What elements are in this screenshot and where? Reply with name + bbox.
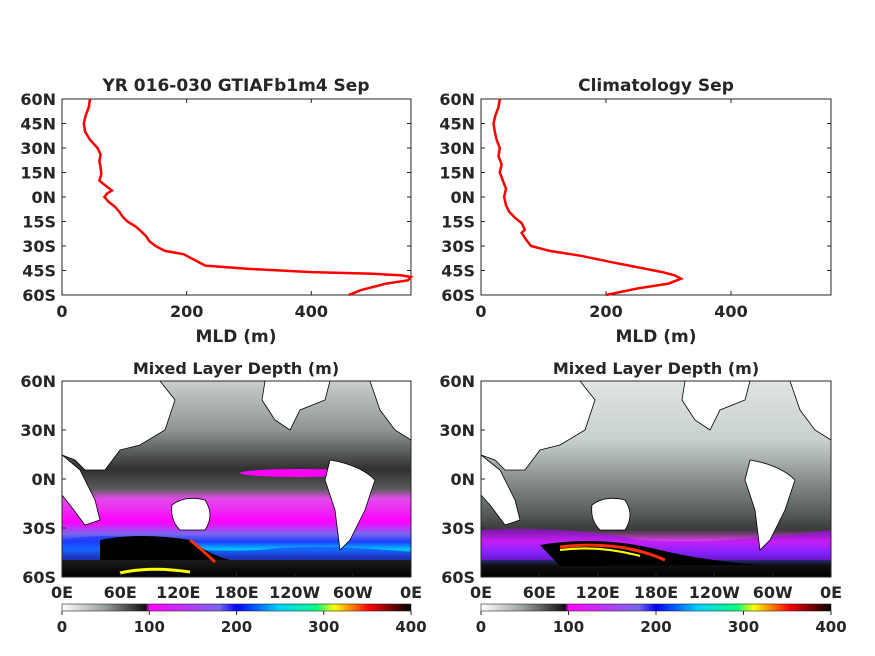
- ytick-label: 60S: [22, 286, 56, 305]
- ytick-label: 60N: [439, 90, 475, 109]
- xtick-label: 0: [475, 302, 486, 321]
- ytick-label: 45S: [441, 262, 475, 281]
- ytick-label: 15S: [22, 213, 56, 232]
- map-1-title: Mixed Layer Depth (m): [133, 359, 339, 378]
- ytick-label: 30N: [439, 139, 475, 158]
- map-xtick-label: 60E: [104, 583, 137, 602]
- ytick-label: 30S: [22, 237, 56, 256]
- colorbar-tick-label: 0: [476, 618, 486, 636]
- map-xtick-label: 180E: [214, 583, 258, 602]
- map-2-title: Mixed Layer Depth (m): [553, 359, 759, 378]
- xtick-label: 400: [295, 302, 328, 321]
- map-ytick-label: 60N: [439, 372, 475, 391]
- colorbar-1: [61, 603, 412, 612]
- map-ytick-label: 60S: [22, 568, 56, 587]
- map-ytick-label: 30S: [22, 519, 56, 538]
- map-xtick-label: 60W: [753, 583, 793, 602]
- map-xtick-label: 120E: [576, 583, 620, 602]
- colorbar-tick-label: 200: [221, 618, 252, 636]
- ytick-label: 45N: [20, 115, 56, 134]
- profile-panel-1: YR 016-030 GTIAFb1m4 Sep 60N 45N 30N 15N 0N 1…: [20, 76, 414, 347]
- xtick-label: 200: [170, 302, 203, 321]
- panel-2-xlabel: MLD (m): [615, 327, 696, 347]
- map-ytick-label: 60N: [20, 372, 56, 391]
- map-xtick-label: 120W: [689, 583, 740, 602]
- ytick-label: 45N: [439, 115, 475, 134]
- ytick-label: 0N: [450, 188, 475, 207]
- ytick-label: 15N: [439, 164, 475, 183]
- map-xtick-label: 0E: [820, 583, 842, 602]
- colorbar-tick-label: 400: [815, 618, 846, 636]
- colorbar-tick-label: 100: [553, 618, 584, 636]
- map-1-land: [61, 380, 412, 551]
- xtick-label: 200: [589, 302, 622, 321]
- panel-1-title: YR 016-030 GTIAFb1m4 Sep: [101, 76, 369, 96]
- colorbar-tick-label: 200: [640, 618, 671, 636]
- panel-2-plot-area: [480, 98, 832, 296]
- map-2-frame: [480, 380, 832, 578]
- map-ytick-label: 30S: [441, 519, 475, 538]
- panel-1-mld-line: [82, 98, 414, 297]
- ytick-label: 30N: [20, 139, 56, 158]
- colorbar-tick-label: 100: [134, 618, 165, 636]
- colorbar-2: [480, 603, 832, 612]
- ytick-label: 45S: [22, 262, 56, 281]
- map-ytick-label: 30N: [439, 421, 475, 440]
- map-2-land: [480, 380, 832, 551]
- map-ytick-label: 0N: [450, 470, 475, 489]
- profile-panel-2: Climatology Sep 60N45N30N15N0N15S30S45S6…: [439, 76, 832, 347]
- ytick-label: 15N: [20, 164, 56, 183]
- colorbar-tick-label: 300: [728, 618, 759, 636]
- map-xtick-label: 120E: [156, 583, 200, 602]
- map-xtick-label: 60E: [523, 583, 556, 602]
- ytick-label: 60S: [441, 286, 475, 305]
- panel-1-plot-area: [61, 98, 412, 296]
- xtick-label: 400: [714, 302, 747, 321]
- ytick-label: 0N: [31, 188, 56, 207]
- colorbar-tick-label: 400: [395, 618, 426, 636]
- panel-2-mld-line: [492, 98, 684, 297]
- map-ytick-label: 30N: [20, 421, 56, 440]
- panel-2-title: Climatology Sep: [578, 76, 734, 96]
- ytick-label: 15S: [441, 213, 475, 232]
- map-xtick-label: 0E: [51, 583, 73, 602]
- map-xtick-label: 0E: [400, 583, 422, 602]
- map-xtick-label: 0E: [470, 583, 492, 602]
- xtick-label: 0: [56, 302, 67, 321]
- colorbar-2-ticks: 0 100 200 300 400: [476, 611, 847, 636]
- panel-1-xlabel: MLD (m): [195, 327, 276, 347]
- ytick-label: 60N: [20, 90, 56, 109]
- colorbar-1-ticks: 0 100 200 300 400: [57, 611, 427, 636]
- map-ytick-label: 0N: [31, 470, 56, 489]
- ytick-label: 30S: [441, 237, 475, 256]
- map-xtick-label: 120W: [269, 583, 320, 602]
- map-xtick-label: 60W: [333, 583, 373, 602]
- colorbar-tick-label: 0: [57, 618, 67, 636]
- map-ytick-label: 60S: [441, 568, 475, 587]
- colorbar-tick-label: 300: [308, 618, 339, 636]
- map-1-frame: [61, 380, 412, 578]
- map-xtick-label: 180E: [634, 583, 678, 602]
